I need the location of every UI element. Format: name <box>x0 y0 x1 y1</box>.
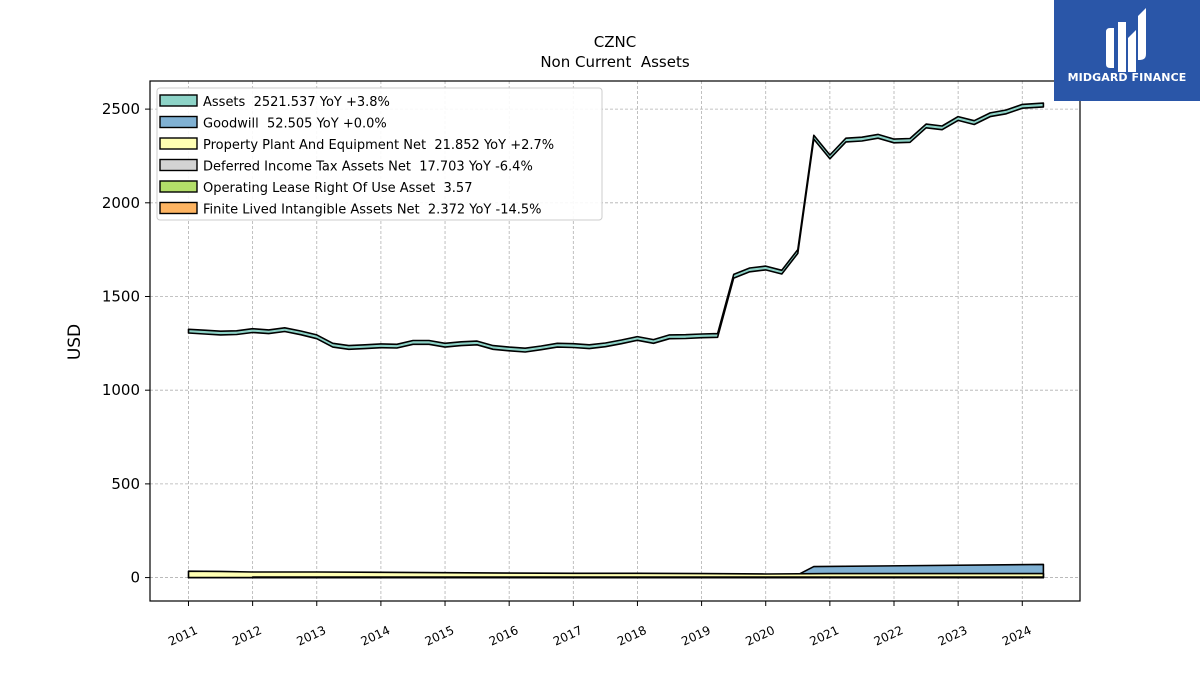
legend-swatch <box>159 94 198 107</box>
x-tick-label: 2011 <box>166 623 200 649</box>
legend-entry: Finite Lived Intangible Assets Net 2.372… <box>203 203 542 218</box>
chart-subtitle: Non Current Assets <box>540 53 690 71</box>
y-tick-label: 500 <box>111 475 140 493</box>
series-area-assets <box>187 102 1045 353</box>
x-tick-label: 2021 <box>808 623 842 649</box>
x-tick-label: 2014 <box>359 623 393 649</box>
x-tick-label: 2022 <box>872 623 906 649</box>
midgard-finance-logo: MIDGARD FINANCE <box>1054 0 1200 101</box>
legend-swatch <box>159 115 198 129</box>
chart-title: CZNC <box>594 33 636 51</box>
y-tick-label: 0 <box>130 569 140 587</box>
legend-swatch <box>159 158 198 172</box>
logo-mark-icon <box>1106 8 1146 72</box>
y-tick-label: 2500 <box>102 100 140 118</box>
series-areas <box>187 102 1045 579</box>
y-axis-label: USD <box>65 324 85 360</box>
x-tick-label: 2018 <box>615 623 649 649</box>
x-tick-label: 2017 <box>551 623 585 649</box>
legend-swatch <box>159 180 198 193</box>
x-tick-label: 2016 <box>487 623 521 649</box>
legend-entry: Goodwill 52.505 YoY +0.0% <box>203 117 387 132</box>
plot-frame <box>149 80 1081 602</box>
x-tick-label: 2012 <box>230 623 264 649</box>
x-tick-label: 2013 <box>294 623 328 649</box>
series-area-finite-lived-intangible-assets-net <box>251 576 1045 579</box>
legend-entry: Operating Lease Right Of Use Asset 3.57 <box>203 181 472 196</box>
logo-text: MIDGARD FINANCE <box>1067 71 1187 84</box>
x-tick-label: 2024 <box>1000 623 1034 649</box>
legend-entry: Property Plant And Equipment Net 21.852 … <box>203 138 554 153</box>
legend-box <box>156 87 603 221</box>
y-tick-label: 1000 <box>102 381 140 399</box>
legend-entry: Deferred Income Tax Assets Net 17.703 Yo… <box>203 160 533 175</box>
legend-swatch <box>159 201 198 215</box>
y-tick-label: 1500 <box>102 287 140 305</box>
x-tick-label: 2023 <box>936 623 970 649</box>
x-tick-label: 2020 <box>743 623 777 649</box>
legend-entry: Assets 2521.537 YoY +3.8% <box>203 95 390 110</box>
x-tick-label: 2019 <box>679 623 713 649</box>
y-tick-label: 2000 <box>102 194 140 212</box>
x-tick-label: 2015 <box>423 623 457 649</box>
legend: Assets 2521.537 YoY +3.8% Goodwill 52.505… <box>156 87 603 221</box>
legend-swatch <box>159 137 198 150</box>
